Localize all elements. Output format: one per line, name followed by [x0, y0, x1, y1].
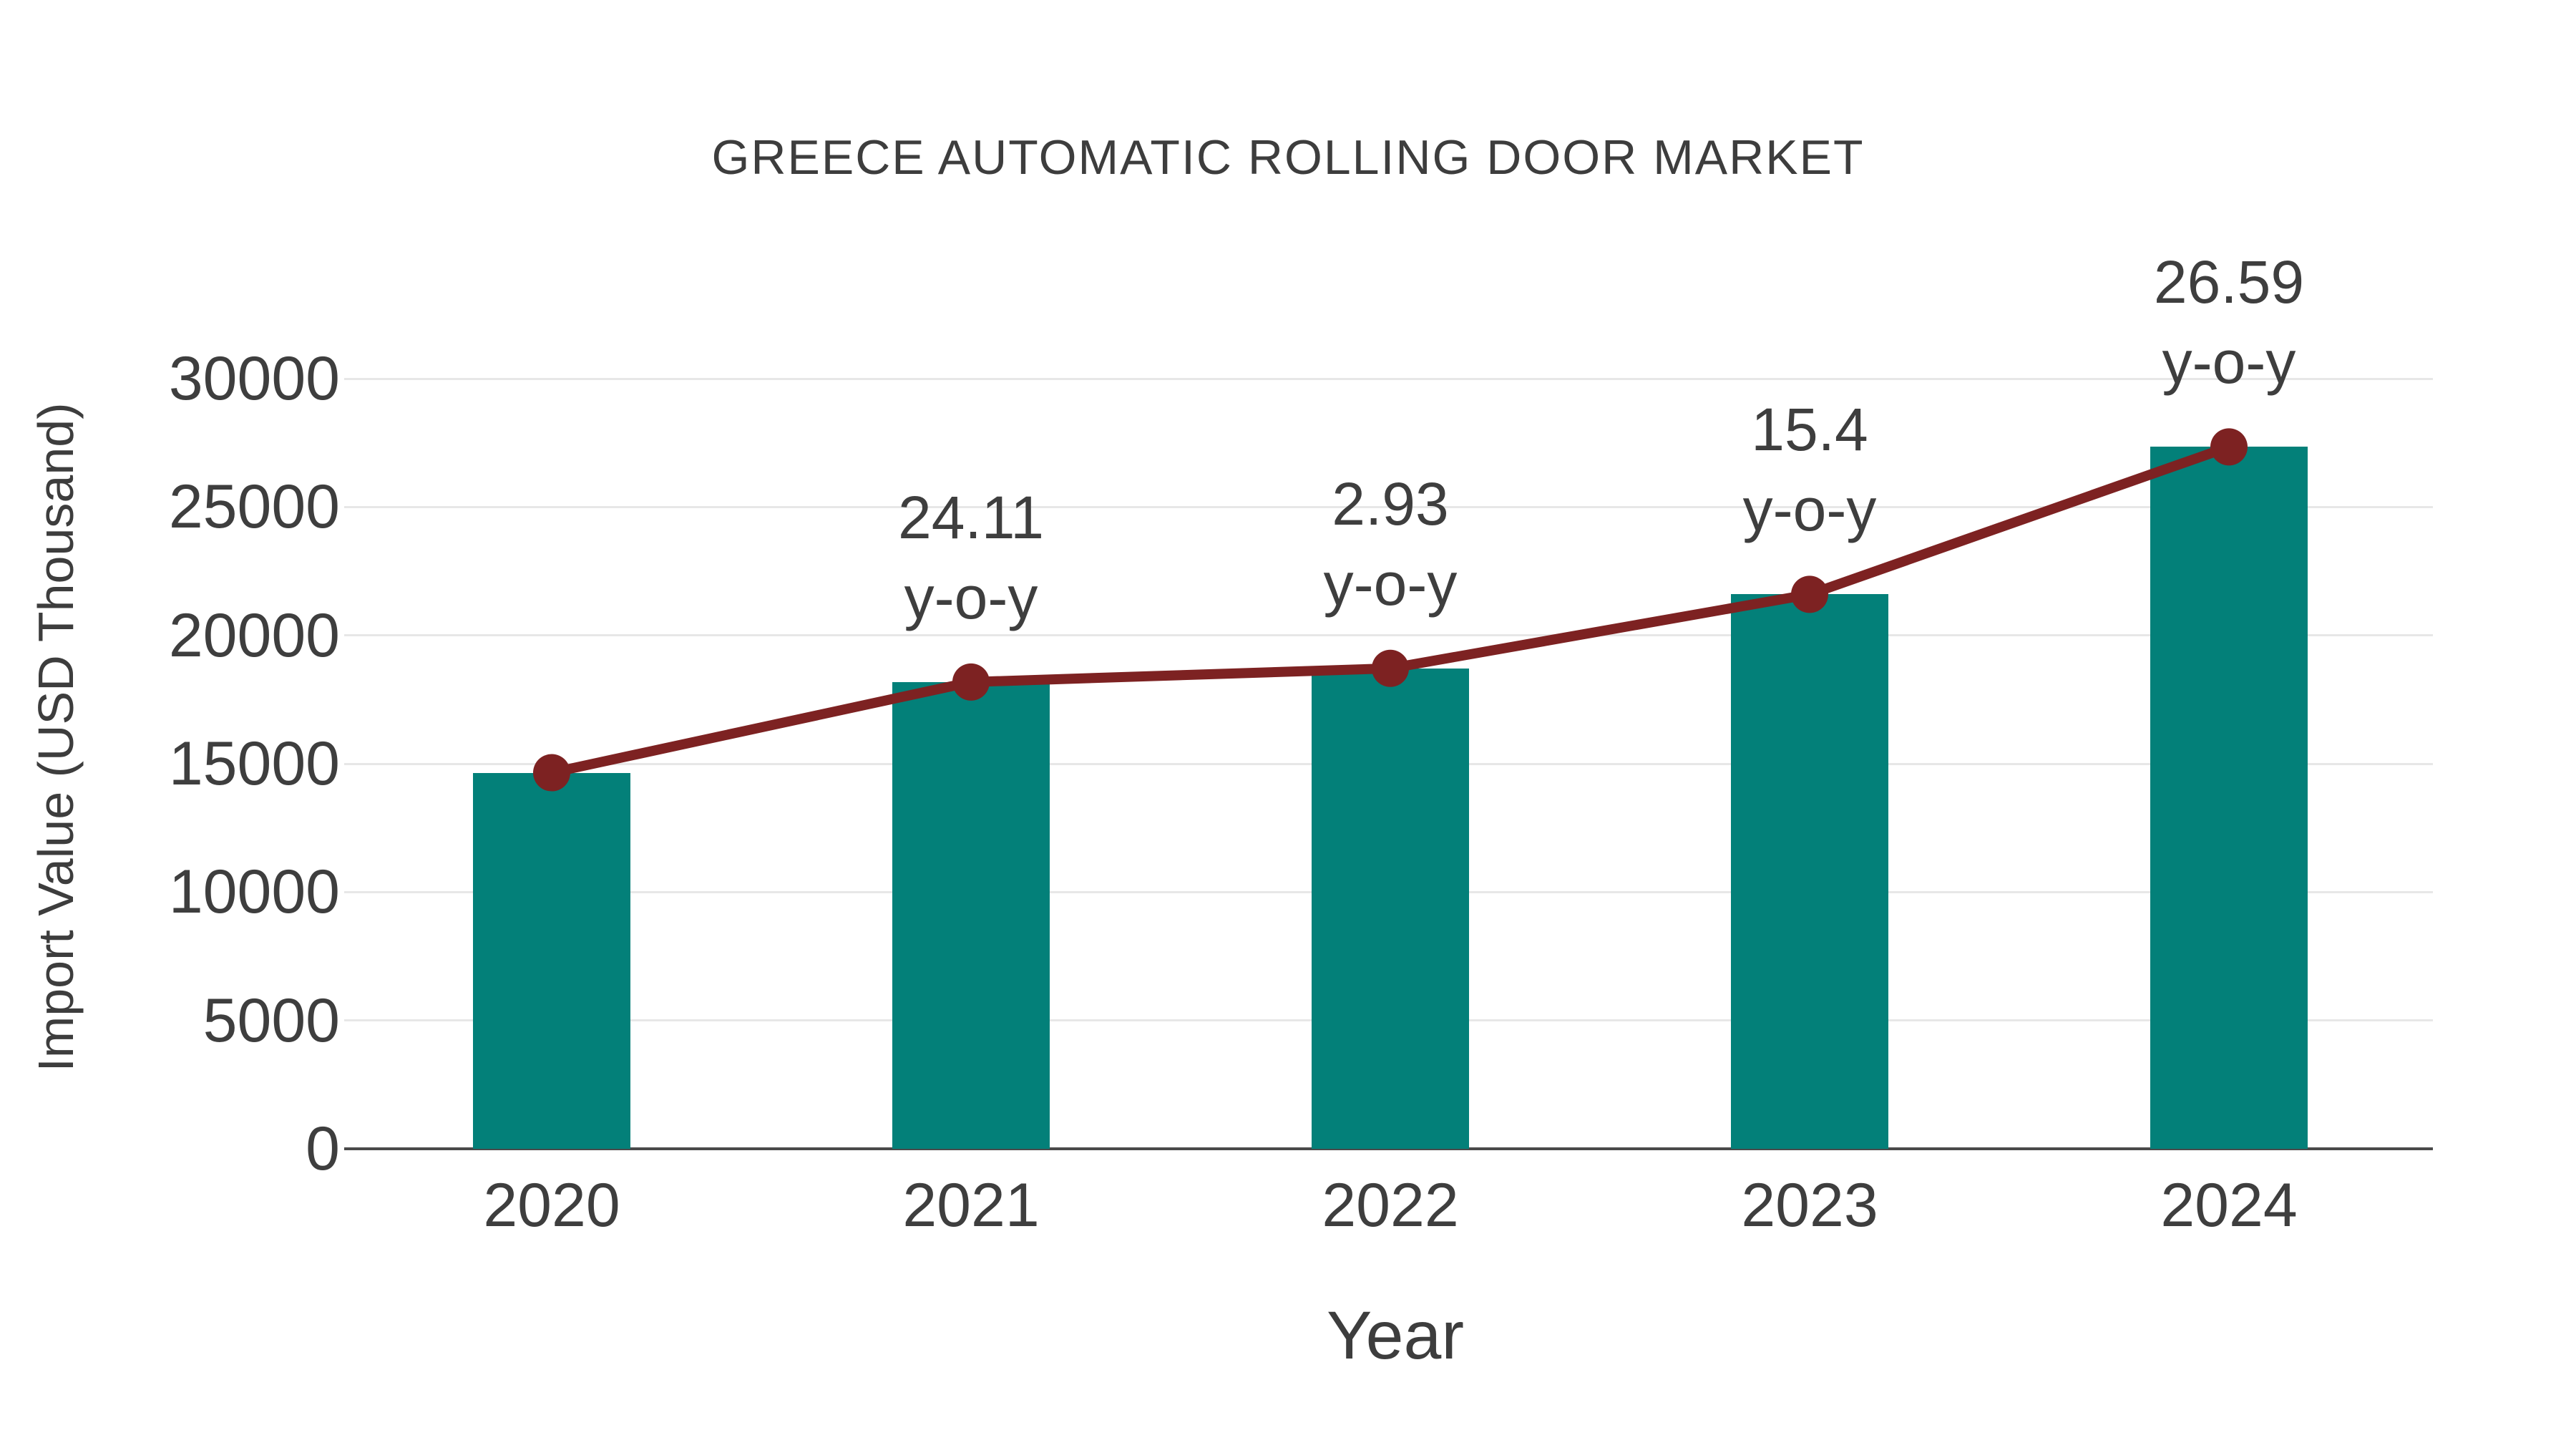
- y-tick-10000: 10000: [168, 857, 340, 927]
- gridline-30000: [344, 377, 2433, 380]
- bar-2021: [892, 681, 1050, 1149]
- annotation-2023: 15.4 y-o-y: [1559, 389, 2060, 550]
- annotation-suffix-2023: y-o-y: [1742, 476, 1877, 544]
- annotation-suffix-2022: y-o-y: [1323, 550, 1458, 618]
- y-tick-15000: 15000: [168, 729, 340, 798]
- bar-2023: [1731, 594, 1888, 1149]
- bar-2020: [473, 772, 630, 1149]
- x-tick-2023: 2023: [1741, 1171, 1878, 1240]
- y-tick-0: 0: [306, 1114, 340, 1183]
- x-axis-title: Year: [1327, 1298, 1464, 1374]
- annotation-value-2022: 2.93: [1332, 470, 1449, 538]
- annotation-value-2023: 15.4: [1751, 396, 1868, 464]
- x-tick-2021: 2021: [902, 1171, 1040, 1240]
- bar-2022: [1312, 668, 1469, 1149]
- annotation-2022: 2.93 y-o-y: [1140, 464, 1641, 624]
- annotation-value-2024: 26.59: [2153, 248, 2305, 316]
- gridline-20000: [344, 634, 2433, 637]
- bar-2024: [2150, 447, 2308, 1149]
- annotation-suffix-2024: y-o-y: [2162, 329, 2296, 397]
- annotation-2024: 26.59 y-o-y: [1979, 242, 2479, 402]
- y-tick-30000: 30000: [168, 344, 340, 413]
- y-tick-5000: 5000: [203, 986, 340, 1055]
- x-tick-2022: 2022: [1322, 1171, 1459, 1240]
- x-axis-line: [344, 1147, 2433, 1150]
- x-tick-2024: 2024: [2160, 1171, 2298, 1240]
- chart-title: GREECE AUTOMATIC ROLLING DOOR MARKET: [711, 130, 1865, 185]
- annotation-suffix-2021: y-o-y: [904, 563, 1038, 631]
- y-tick-25000: 25000: [168, 472, 340, 542]
- annotation-value-2021: 24.11: [898, 483, 1044, 551]
- x-tick-2020: 2020: [483, 1171, 620, 1240]
- y-tick-20000: 20000: [168, 601, 340, 670]
- annotation-2021: 24.11 y-o-y: [721, 477, 1221, 638]
